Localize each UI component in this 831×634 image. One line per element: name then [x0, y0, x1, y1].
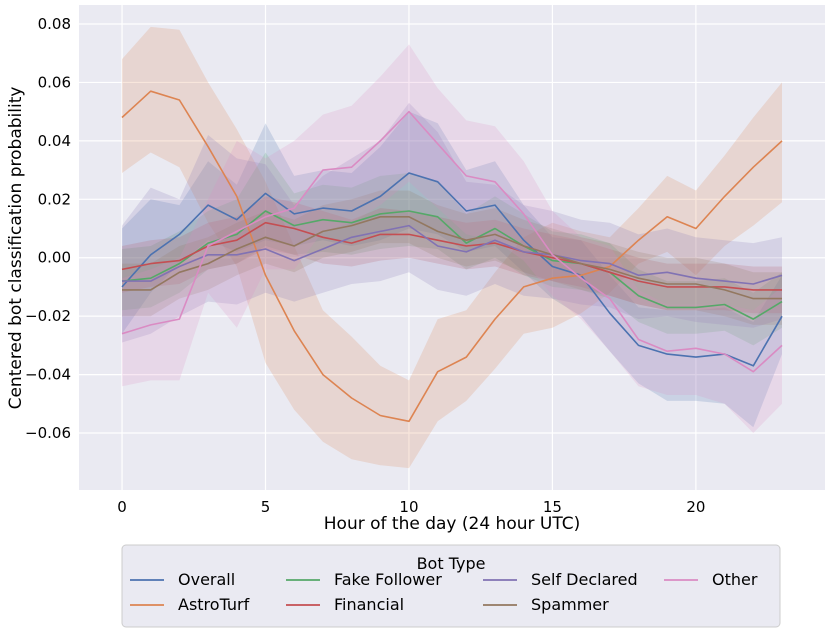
y-tick-label: −0.02	[25, 307, 71, 325]
x-tick-label: 15	[543, 498, 562, 516]
legend-label-self-declared: Self Declared	[531, 570, 638, 589]
x-tick-label: 0	[117, 498, 127, 516]
y-tick-label: 0.06	[38, 73, 71, 91]
y-tick-labels: −0.06 −0.04 −0.02 0.00 0.02 0.04 0.06 0.08	[25, 15, 71, 442]
line-overall	[121, 172, 783, 367]
line-financial	[121, 221, 782, 291]
legend-items: Overall AstroTurf Fake Follower Financial Se…	[130, 570, 758, 614]
y-axis-title: Centered bot classification probability	[6, 87, 26, 410]
line-astroturf	[121, 90, 783, 423]
y-tick-label: 0.00	[38, 249, 71, 267]
band-astroturf	[122, 26, 782, 469]
legend-label-spammer: Spammer	[531, 595, 609, 614]
y-tick-label: 0.04	[38, 132, 71, 150]
x-tick-label: 10	[399, 498, 418, 516]
legend-box	[121, 544, 781, 628]
x-tick-labels: 0 5 10 15 20	[117, 498, 705, 516]
legend-label-financial: Financial	[334, 595, 404, 614]
legend-label-fake-follower: Fake Follower	[334, 570, 442, 589]
band-overall	[122, 111, 782, 428]
y-tick-label: 0.08	[38, 15, 71, 33]
grid	[79, 5, 825, 490]
line-spammer	[122, 216, 782, 300]
legend-label-astroturf: AstroTurf	[178, 595, 250, 614]
band-self-declared	[122, 102, 782, 343]
x-tick-label: 5	[261, 498, 271, 516]
legend: Bot Type Overall AstroTurf Fake Follower Fi…	[121, 544, 781, 628]
confidence-bands	[122, 26, 782, 469]
x-tick-label: 20	[686, 498, 705, 516]
band-spammer	[122, 190, 782, 325]
legend-label-other: Other	[712, 570, 758, 589]
y-tick-label: −0.04	[25, 366, 71, 384]
band-other	[122, 44, 782, 434]
series-lines	[121, 90, 783, 423]
band-financial	[122, 196, 782, 314]
x-axis-title: Hour of the day (24 hour UTC)	[324, 514, 580, 534]
line-self-declared	[122, 224, 783, 285]
legend-label-overall: Overall	[178, 570, 235, 589]
plot-background	[79, 5, 825, 490]
y-tick-label: 0.02	[38, 190, 71, 208]
line-other	[121, 110, 783, 373]
line-fake-follower	[121, 210, 783, 320]
y-tick-label: −0.06	[25, 424, 71, 442]
legend-title: Bot Type	[417, 554, 486, 573]
